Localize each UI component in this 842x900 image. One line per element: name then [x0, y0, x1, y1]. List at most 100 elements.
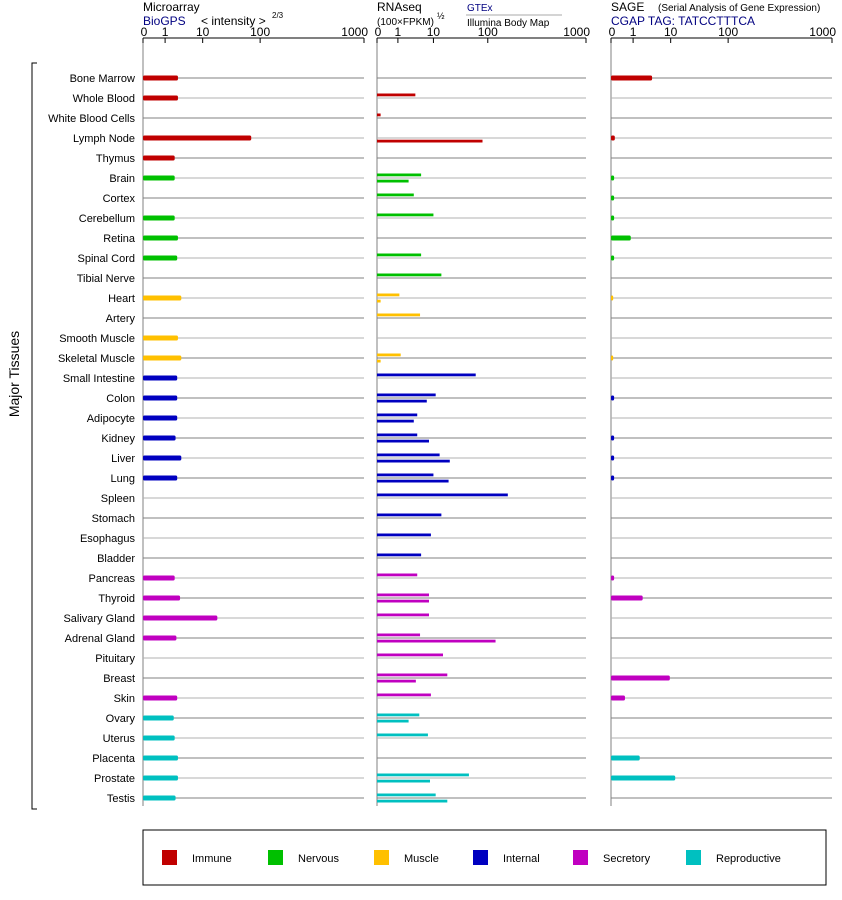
bar-rnaseq-gtex	[377, 173, 422, 177]
bar-sage	[611, 575, 615, 581]
header-sage: SAGE (Serial Analysis of Gene Expression…	[611, 0, 820, 28]
bar-sage	[611, 195, 615, 201]
rnaseq-source-gtex: GTEx	[467, 3, 493, 14]
tick-label-microarray-1000: 1000	[341, 25, 368, 39]
tick-label-rnaseq-0: 0	[375, 25, 382, 39]
bar-rnaseq-gtex	[377, 453, 440, 457]
legend-label: Internal	[503, 853, 540, 865]
bar-rnaseq-ibm	[377, 179, 409, 183]
bar-rnaseq-gtex	[377, 273, 442, 277]
rnaseq-source-ibm: Illumina Body Map	[467, 18, 550, 29]
bar-rnaseq-gtex	[377, 413, 418, 417]
tissue-label: Cerebellum	[79, 213, 135, 225]
tissue-label: Breast	[103, 673, 135, 685]
bar-microarray	[143, 695, 178, 701]
bar-microarray	[143, 595, 181, 601]
tissue-label: Bone Marrow	[70, 73, 135, 85]
bar-rnaseq-gtex	[377, 313, 421, 317]
bar-sage	[611, 355, 614, 361]
tissue-label: Thymus	[96, 153, 136, 165]
bar-sage	[611, 255, 615, 261]
tissue-label: Tibial Nerve	[77, 273, 135, 285]
legend-label: Nervous	[298, 853, 339, 865]
legend-swatch	[162, 850, 177, 865]
legend-label: Reproductive	[716, 853, 781, 865]
bar-rnaseq-ibm	[377, 639, 496, 643]
bar-rnaseq-gtex	[377, 693, 431, 697]
y-axis-group: Major Tissues	[6, 62, 37, 810]
bar-microarray	[143, 135, 252, 141]
tissue-label: Adipocyte	[87, 413, 135, 425]
tissue-label: Colon	[106, 393, 135, 405]
bar-rnaseq-gtex	[377, 613, 429, 617]
microarray-formula-exponent: 2/3	[272, 11, 284, 20]
tick-label-microarray-0: 0	[141, 25, 148, 39]
bar-rnaseq-gtex	[377, 353, 401, 357]
y-axis-title: Major Tissues	[6, 331, 22, 417]
legend-swatch	[473, 850, 488, 865]
bar-microarray	[143, 455, 182, 461]
bar-rnaseq-gtex	[377, 793, 436, 797]
tissue-label: Ovary	[106, 713, 136, 725]
tick-label-sage-1000: 1000	[809, 25, 836, 39]
bar-rnaseq-gtex	[377, 713, 420, 717]
bar-rnaseq-gtex	[377, 473, 434, 477]
bar-microarray	[143, 355, 182, 361]
tissue-label: Thyroid	[98, 593, 135, 605]
legend-label: Immune	[192, 853, 232, 865]
bar-microarray	[143, 735, 175, 741]
tissue-label: Small Intestine	[63, 373, 135, 385]
bar-sage	[611, 475, 615, 481]
tick-label-sage-1: 1	[630, 25, 637, 39]
legend-item-nervous: Nervous	[268, 850, 339, 865]
bar-rnaseq-ibm	[377, 439, 429, 443]
bar-rnaseq-ibm	[377, 419, 414, 423]
bar-rnaseq-gtex	[377, 673, 448, 677]
bar-rnaseq-ibm	[377, 139, 483, 143]
bar-sage	[611, 775, 676, 781]
tissue-label: Pancreas	[89, 573, 136, 585]
bar-sage	[611, 455, 615, 461]
sage-subtitle: CGAP TAG: TATCCTTTCA	[611, 14, 755, 28]
tissue-label: Prostate	[94, 773, 135, 785]
axes-layer: 0 1 10 100 1000 0 1 10 100 1000 0 1 10 100 1000	[141, 25, 836, 806]
bar-microarray	[143, 335, 178, 341]
bar-rnaseq-ibm	[377, 479, 449, 483]
y-axis-bracket	[31, 62, 37, 810]
bar-sage	[611, 675, 670, 681]
bar-microarray	[143, 255, 178, 261]
legend-item-secretory: Secretory	[573, 850, 651, 865]
bar-rnaseq-gtex	[377, 773, 469, 777]
tissue-label: Whole Blood	[73, 93, 135, 105]
tissue-label: Bladder	[97, 553, 135, 565]
bar-sage	[611, 175, 615, 181]
bar-rnaseq-gtex	[377, 373, 476, 377]
legend-label: Muscle	[404, 853, 439, 865]
bar-microarray	[143, 635, 177, 641]
tissue-label: Lymph Node	[73, 133, 135, 145]
bar-rnaseq-gtex	[377, 553, 422, 557]
legend-label: Secretory	[603, 853, 651, 865]
bar-microarray	[143, 715, 174, 721]
bar-rnaseq-gtex	[377, 513, 442, 517]
bar-rnaseq-gtex	[377, 393, 436, 397]
tissue-label: White Blood Cells	[48, 113, 135, 125]
tissue-label: Testis	[107, 793, 136, 805]
bar-rnaseq-gtex	[377, 533, 431, 537]
bar-rnaseq-gtex	[377, 253, 422, 257]
bar-microarray	[143, 755, 178, 761]
tissue-label: Placenta	[92, 753, 136, 765]
tissue-label: Smooth Muscle	[59, 333, 135, 345]
tissue-label: Uterus	[103, 733, 136, 745]
tissue-label: Liver	[111, 453, 135, 465]
rows-layer: Bone Marrow Whole Blood White Blood Cells L…	[48, 73, 832, 805]
bar-rnaseq-ibm	[377, 679, 416, 683]
bar-sage	[611, 295, 614, 301]
bar-microarray	[143, 415, 178, 421]
microarray-subtitle: BioGPS	[143, 14, 186, 28]
bar-sage	[611, 755, 640, 761]
bar-microarray	[143, 215, 175, 221]
bar-rnaseq-gtex	[377, 573, 418, 577]
legend-swatch	[268, 850, 283, 865]
tissue-label: Kidney	[101, 433, 135, 445]
